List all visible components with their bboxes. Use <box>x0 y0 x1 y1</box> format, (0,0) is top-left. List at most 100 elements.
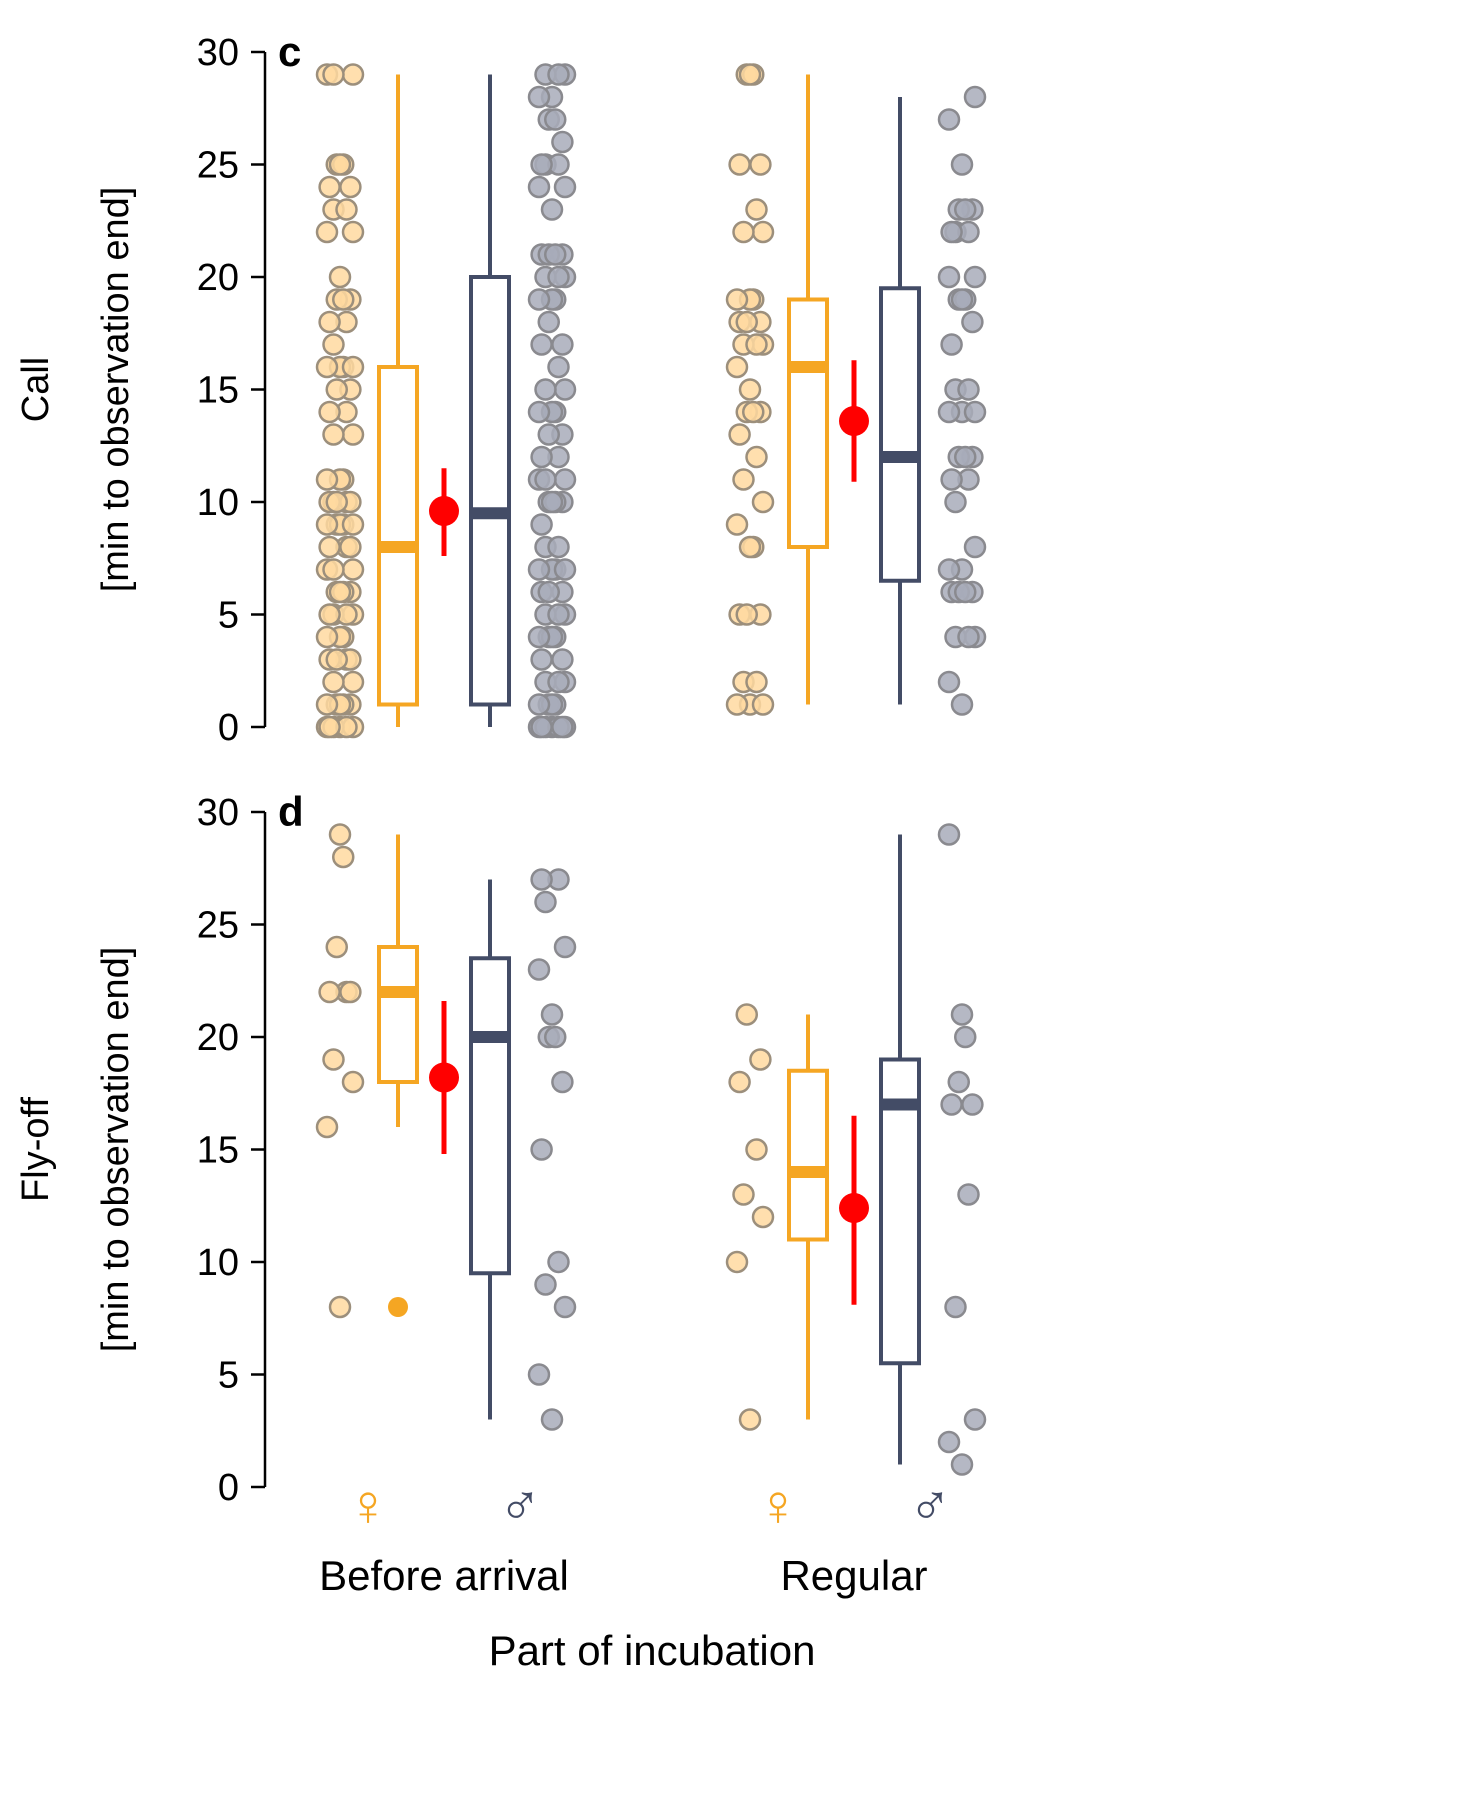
female-data-point <box>322 670 345 694</box>
male-data-point <box>950 1453 974 1476</box>
female-data-point <box>745 1138 768 1161</box>
female-data-point <box>315 220 339 244</box>
male-data-point <box>530 868 553 891</box>
y-axis-title-line2: [min to observation end] <box>95 187 137 593</box>
male-data-point <box>937 1430 961 1454</box>
male-data-point <box>950 693 974 716</box>
male-data-point <box>957 1183 980 1206</box>
estimate-point <box>839 406 869 436</box>
female-symbol-regular: ♀ <box>756 1473 800 1538</box>
y-tick-label: 10 <box>197 482 239 524</box>
female-data-point <box>328 153 352 176</box>
female-box <box>787 1068 829 1242</box>
male-data-point <box>950 288 974 311</box>
male-data-point <box>527 1363 551 1386</box>
panel-d: 0 5 10 15 20 25 30 Fly-off [min to observation e… <box>15 788 987 1509</box>
female-data-point <box>732 1183 755 1206</box>
male-data-point <box>937 108 961 131</box>
male-data-point <box>937 823 961 846</box>
male-data-point <box>551 715 574 739</box>
female-data-point <box>725 355 749 379</box>
female-data-point <box>335 198 358 221</box>
female-data-point <box>738 535 762 559</box>
female-data-point <box>735 310 758 334</box>
y-axis-title-line1: Call <box>15 357 57 422</box>
estimate-point <box>429 1062 459 1093</box>
male-data-point <box>553 558 577 581</box>
female-data-point <box>745 445 768 469</box>
female-data-point <box>738 63 762 86</box>
male-data-point <box>547 63 570 86</box>
female-data-point <box>725 288 749 311</box>
female-data-point <box>745 670 768 694</box>
female-data-point <box>745 198 768 221</box>
male-data-point <box>954 580 977 604</box>
male-data-point <box>544 243 567 266</box>
male-data-point <box>937 400 961 424</box>
female-data-point <box>322 558 345 581</box>
male-data-point <box>957 378 980 401</box>
male-data-point <box>963 1408 987 1431</box>
y-tick-label: 25 <box>197 905 239 947</box>
x-axis: ♀ ♂ ♀ ♂ Before arrival Regular Part of i… <box>319 1473 952 1674</box>
estimate-point <box>839 1193 869 1223</box>
male-data-point <box>551 1070 574 1094</box>
panel-c: 0 5 10 15 20 25 30 Call [min to observation end]… <box>15 28 987 749</box>
male-data-point <box>527 958 551 981</box>
female-data-point <box>341 355 365 379</box>
y-axis-title-line2: [min to observation end] <box>95 947 137 1353</box>
male-symbol-regular: ♂ <box>908 1473 952 1538</box>
x-axis-title: Part of incubation <box>489 1627 816 1674</box>
female-data-point <box>328 265 352 289</box>
female-data-point <box>738 378 762 401</box>
female-data-point <box>738 1408 762 1431</box>
male-data-point <box>553 175 577 199</box>
female-data-point <box>341 1070 365 1094</box>
female-data-point <box>318 980 341 1004</box>
female-box <box>787 297 829 549</box>
male-data-point <box>537 423 560 446</box>
female-data-point <box>725 1250 749 1274</box>
female-data-point <box>749 153 772 176</box>
female-data-point <box>742 400 765 424</box>
y-tick-label: 5 <box>218 595 239 637</box>
female-symbol-before-arrival: ♀ <box>346 1473 390 1538</box>
female-data-point <box>735 603 758 626</box>
female-data-point <box>341 220 365 244</box>
female-box <box>377 945 419 1084</box>
female-data-point <box>751 1205 775 1229</box>
female-data-point <box>725 693 749 716</box>
female-data-point <box>341 513 365 536</box>
male-data-point <box>547 355 570 379</box>
male-symbol-before-arrival: ♂ <box>498 1473 542 1538</box>
male-data-point <box>553 468 577 491</box>
female-data-point <box>328 1295 352 1319</box>
y-tick-label: 25 <box>197 145 239 187</box>
male-data-point <box>954 1025 977 1049</box>
male-data-point <box>937 265 961 289</box>
male-data-point <box>527 400 551 424</box>
male-data-point <box>937 558 961 581</box>
male-data-point <box>527 85 551 109</box>
female-data-point <box>341 670 365 694</box>
female-data-point <box>322 63 345 86</box>
y-tick-label: 20 <box>197 257 239 299</box>
female-data-point <box>318 175 341 199</box>
category-label-before-arrival: Before arrival <box>319 1552 569 1599</box>
male-data-point <box>527 693 551 716</box>
y-tick-label: 30 <box>197 32 239 74</box>
male-data-point <box>540 198 564 221</box>
male-data-point <box>937 670 961 694</box>
male-data-point <box>963 85 987 109</box>
male-data-point <box>527 288 551 311</box>
female-data-point <box>339 980 362 1004</box>
male-data-point <box>957 625 980 649</box>
female-data-point <box>749 1048 772 1071</box>
male-data-point <box>553 935 577 959</box>
female-data-point <box>339 175 362 199</box>
female-box <box>377 365 419 707</box>
male-data-point <box>940 333 963 356</box>
male-data-point <box>954 445 977 469</box>
male-data-point <box>553 1295 577 1319</box>
y-tick-label: 0 <box>218 1467 239 1509</box>
